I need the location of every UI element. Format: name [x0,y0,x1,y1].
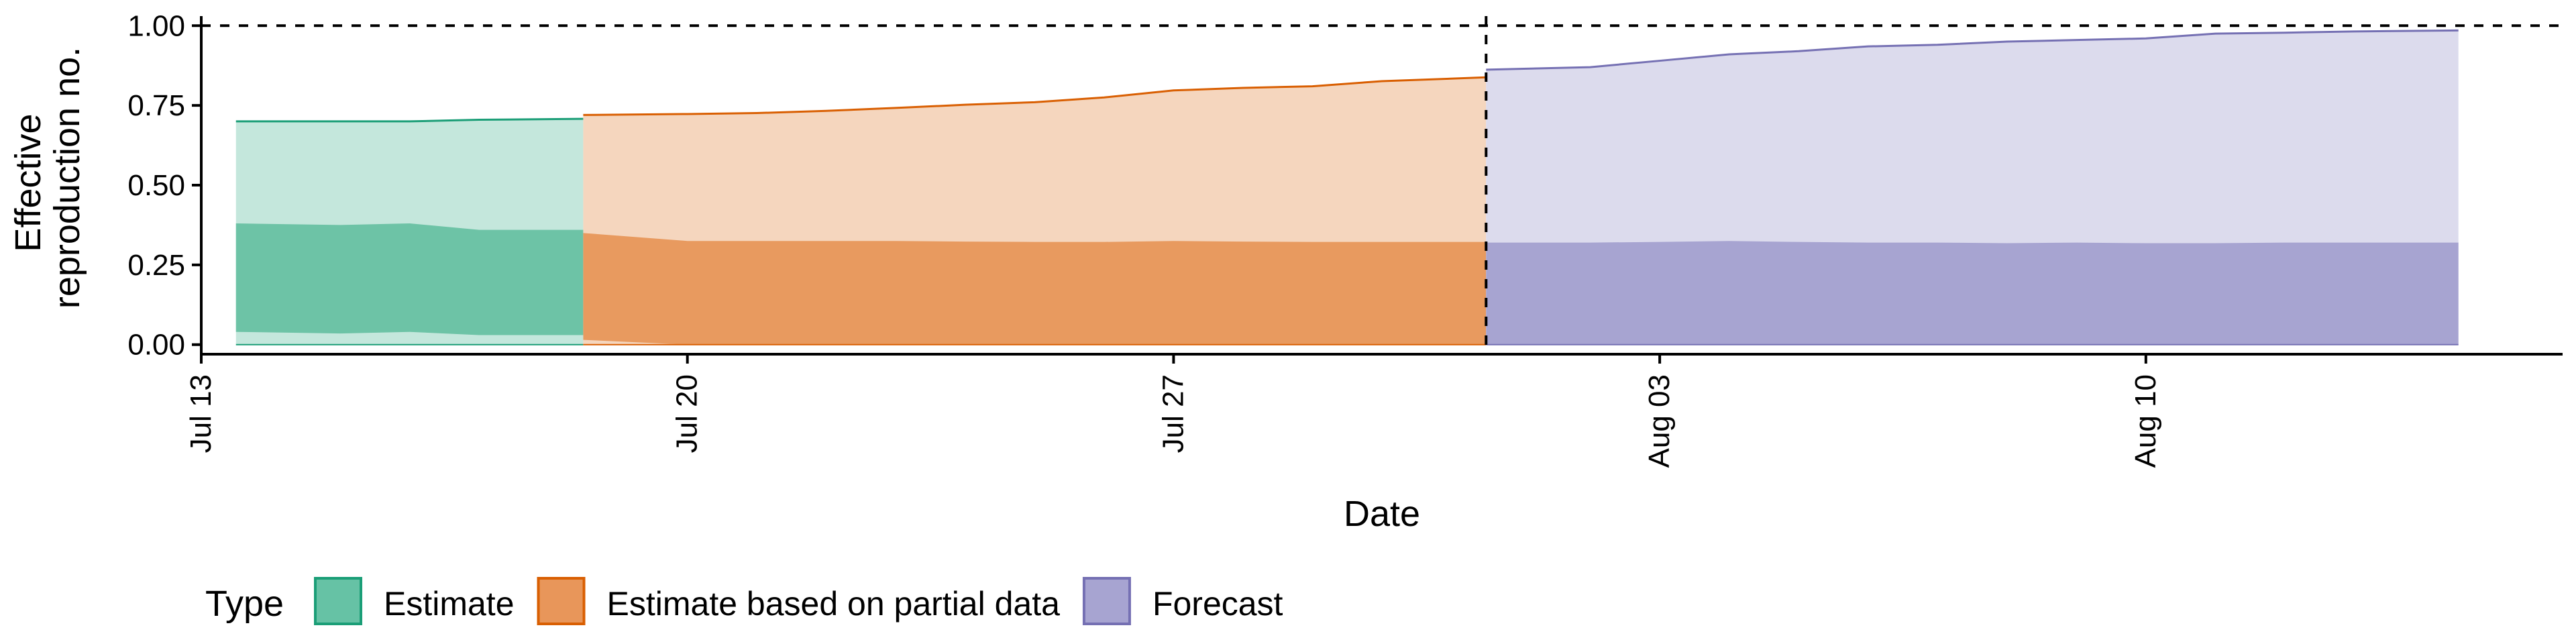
y-tick-label-2: 0.50 [127,169,185,202]
estimate-based-on-partial-data-upper-line [583,76,1487,116]
axes: 0.00 0.25 0.50 0.75 1.00 Jul 13 Jul 20 Jul 27 Au… [127,9,2563,468]
legend-swatch-forecast [1082,577,1131,625]
x-tick-label-1: Jul 20 [671,374,704,453]
plot-area [235,29,2459,345]
x-axis-title: Date [1344,494,1420,534]
legend-title: Type [205,584,284,624]
legend-label-forecast: Forecast [1152,585,1283,623]
forecast-ci50-band [1486,241,2459,345]
legend-swatch-estimate [314,577,362,625]
legend-label-estimate-based-on-partial-data: Estimate based on partial data [607,585,1061,623]
legend: Type Estimate Estimate based on partial d… [205,577,1283,625]
y-tick-label-0: 0.00 [127,329,185,362]
x-tick-label-2: Jul 27 [1157,374,1189,453]
y-tick-label-3: 0.75 [127,89,185,122]
y-axis-title-line-1: Effective [8,113,48,252]
estimate-upper-line [235,117,584,123]
y-tick-label-4: 1.00 [127,9,185,42]
x-tick-label-0: Jul 13 [184,374,217,453]
forecast-upper-line [1486,29,2459,71]
legend-swatch-estimate-based-on-partial-data [537,577,586,625]
y-axis-title: Effective reproduction no. [8,47,87,309]
estimate-based-on-partial-data-ci50-band [583,233,1487,345]
estimate-ci50-band [235,223,584,335]
legend-label-estimate: Estimate [384,585,515,623]
y-axis-title-line-2: reproduction no. [47,47,87,309]
x-tick-label-4: Aug 10 [2129,374,2162,468]
x-tick-label-3: Aug 03 [1643,374,1676,468]
y-tick-label-1: 0.25 [127,249,185,282]
